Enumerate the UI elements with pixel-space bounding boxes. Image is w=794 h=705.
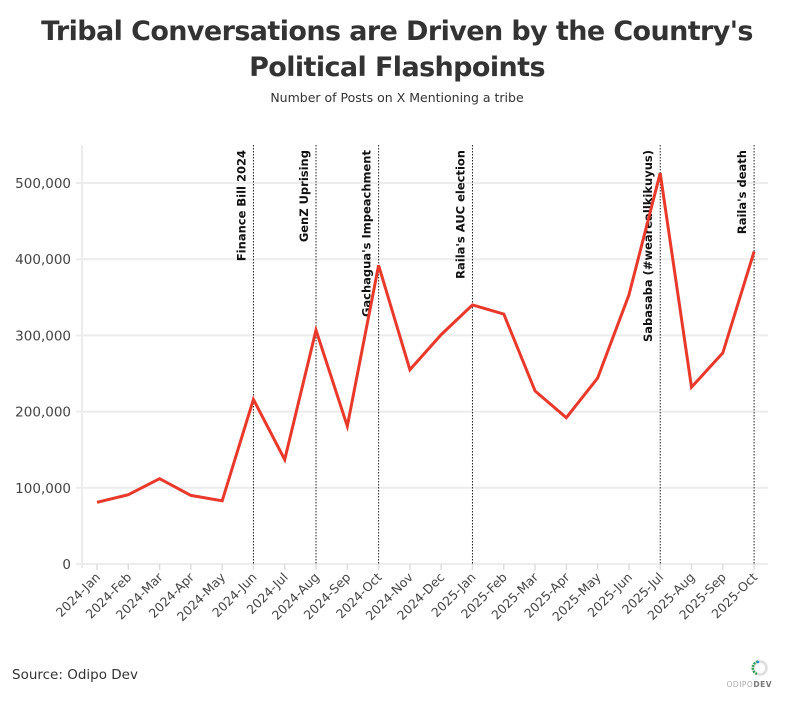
y-tick-label: 400,000	[15, 252, 71, 268]
logo-text: ODIPODEV	[727, 680, 772, 689]
source-note: Source: Odipo Dev	[12, 667, 138, 683]
annotation-label: Finance Bill 2024	[234, 150, 248, 261]
annotation-label: Raila's death	[735, 150, 749, 234]
chart-subtitle: Number of Posts on X Mentioning a tribe	[270, 90, 524, 105]
logo-ring-accent	[751, 660, 759, 676]
chart-title-line-2: Political Flashpoints	[249, 52, 545, 83]
logo-ring	[752, 660, 768, 676]
y-tick-label: 200,000	[15, 405, 71, 421]
logo-text-bold: DEV	[753, 680, 772, 689]
annotation-label: GenZ Uprising	[297, 150, 311, 242]
y-tick-label: 100,000	[15, 481, 71, 497]
annotation-label: Raila's AUC election	[453, 150, 467, 279]
annotations: Finance Bill 2024 GenZ Uprising Gachagua's…	[234, 145, 755, 564]
odipo-dev-logo: ODIPODEV	[712, 658, 772, 698]
logo-dot	[756, 660, 760, 664]
y-tick-label: 500,000	[15, 176, 71, 192]
gridlines	[76, 182, 768, 565]
series	[96, 172, 756, 504]
y-tick-label: 0	[62, 557, 71, 573]
logo-text-light: ODIPO	[726, 680, 754, 689]
series-line	[96, 172, 756, 504]
annotation-label: Gachagua's Impeachment	[360, 150, 374, 318]
annotation-label: Sabasaba (#weareallkikuyus)	[641, 150, 655, 342]
chart-title-line-1: Tribal Conversations are Driven by the C…	[41, 16, 753, 47]
chart-title: Tribal Conversations are Driven by the C…	[0, 14, 794, 86]
logo-icon	[751, 660, 768, 676]
y-tick-label: 300,000	[15, 328, 71, 344]
